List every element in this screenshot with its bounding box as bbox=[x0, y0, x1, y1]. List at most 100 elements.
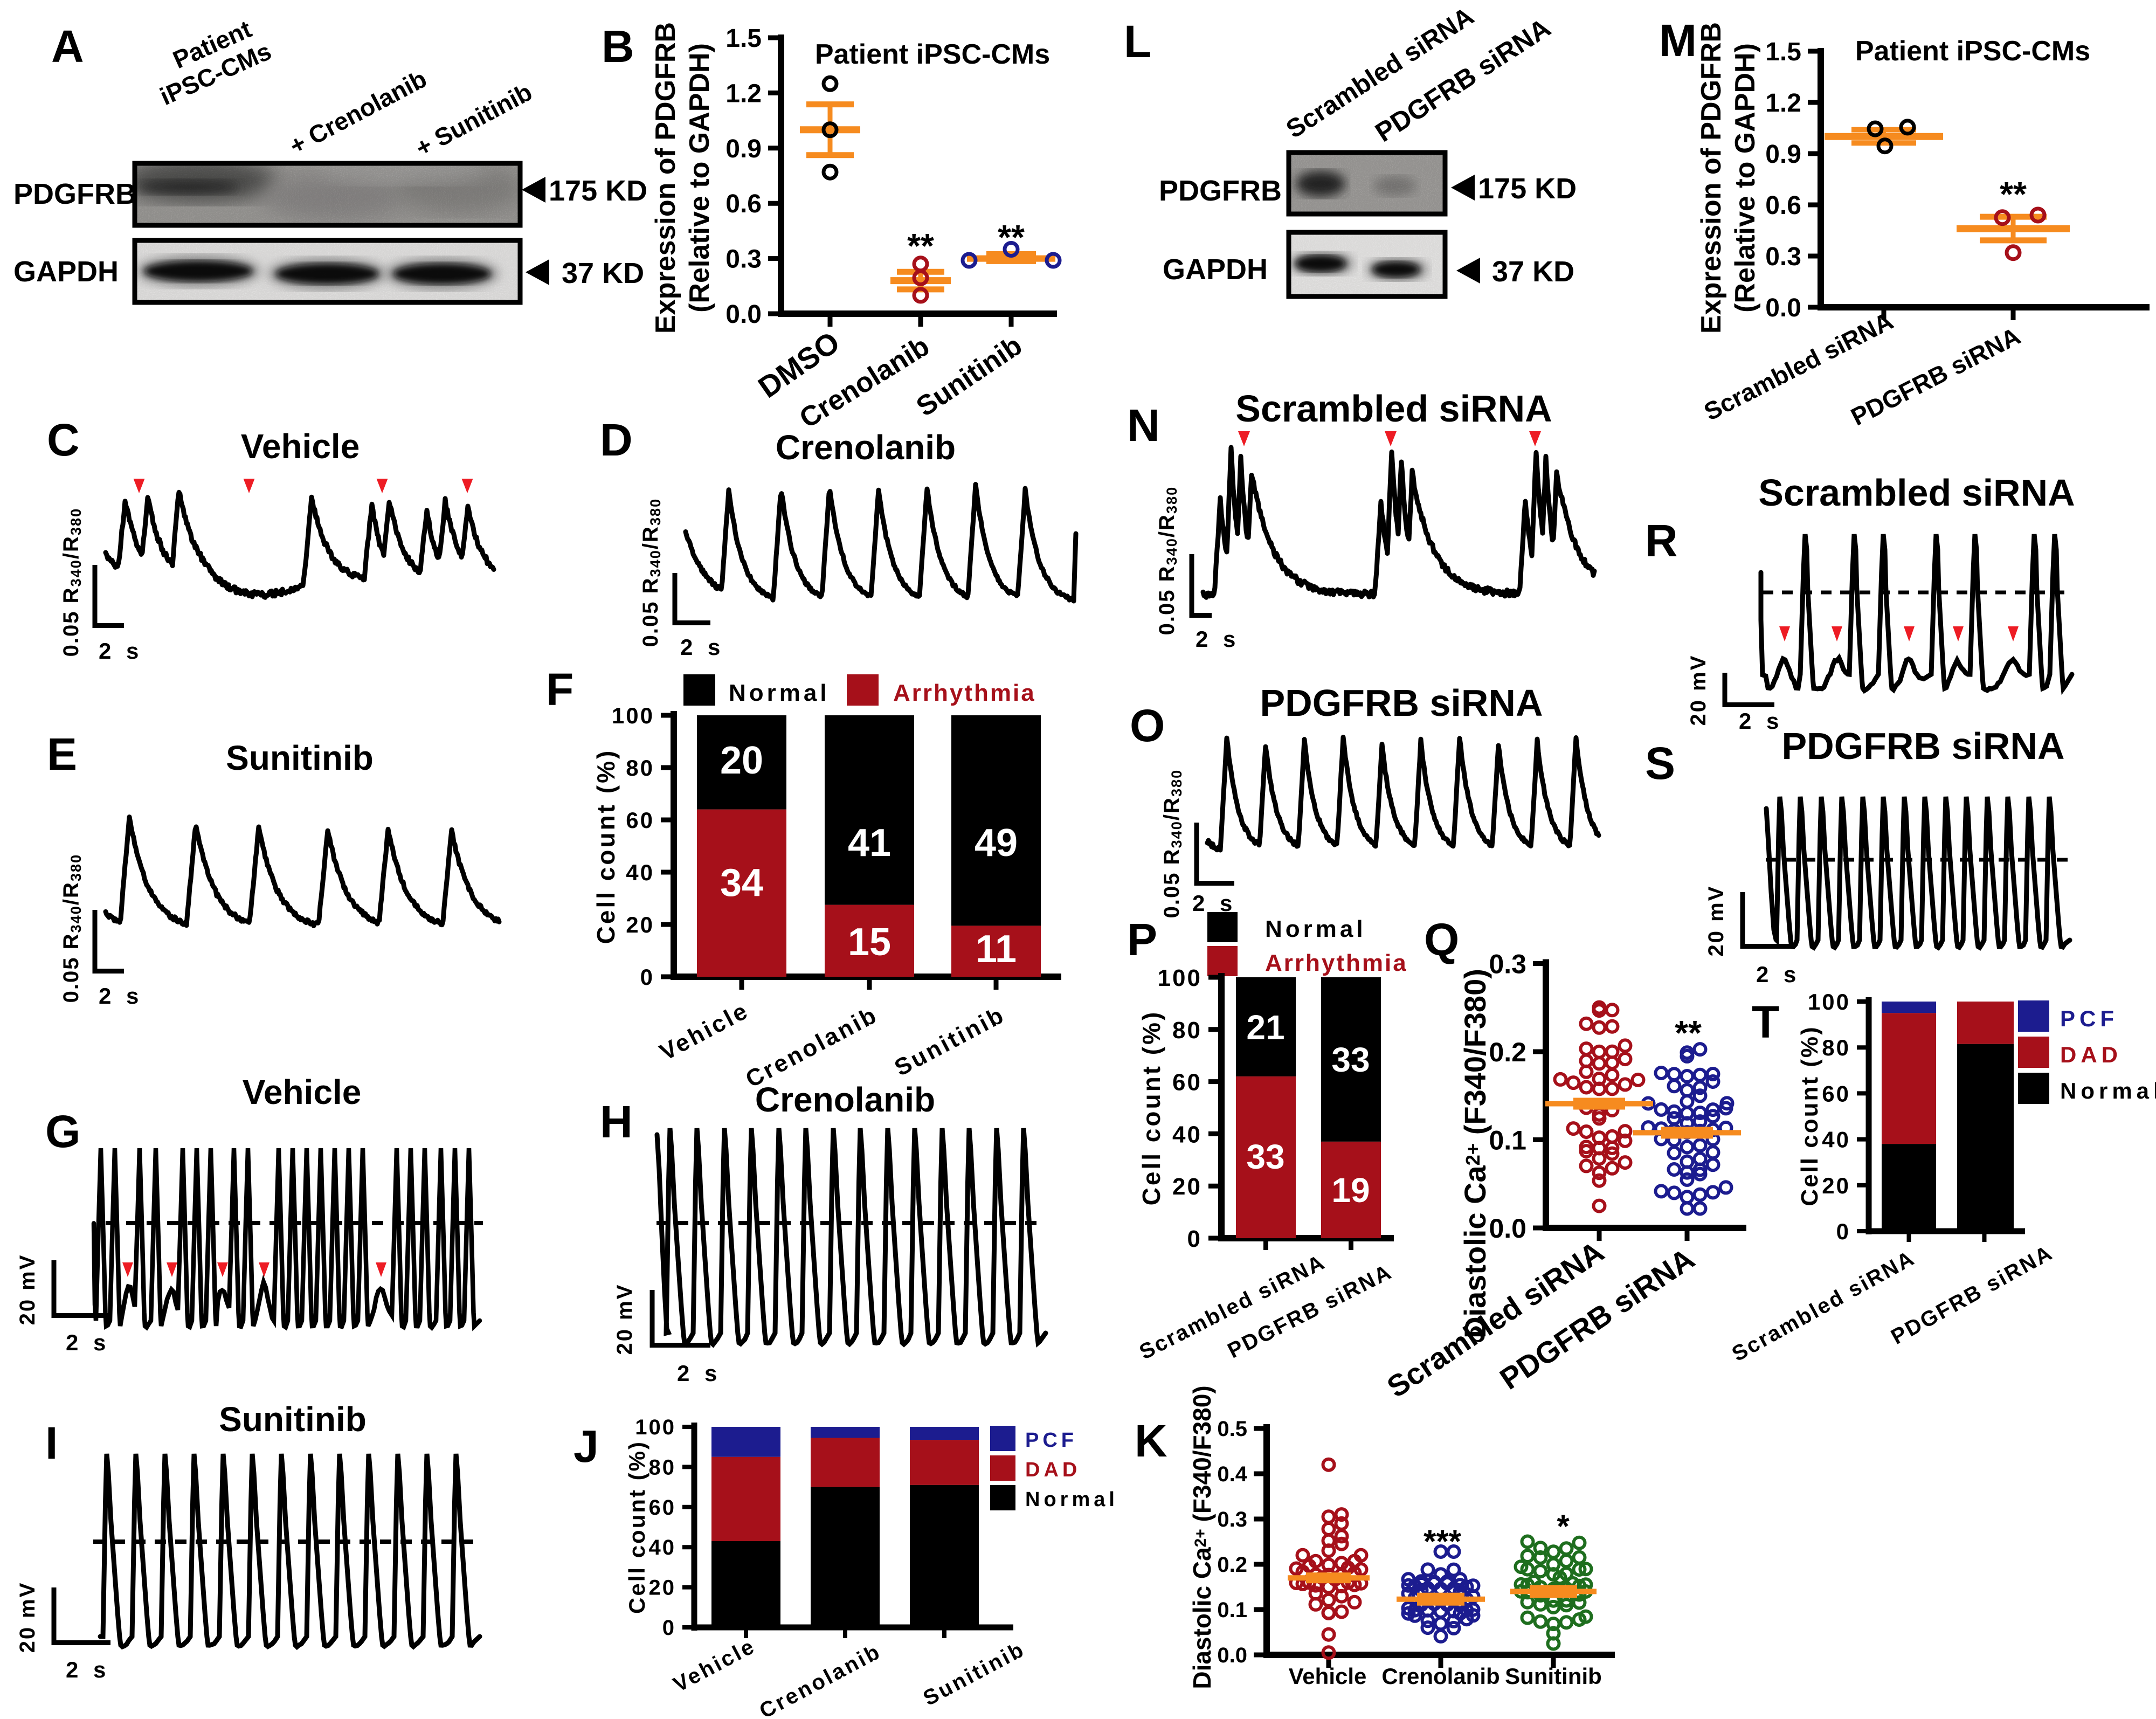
svg-text:Scrambled siRNA: Scrambled siRNA bbox=[1758, 472, 2075, 514]
svg-text:0.0: 0.0 bbox=[1217, 1644, 1247, 1667]
svg-text:Diastolic Ca2+ (F340/F380): Diastolic Ca2+ (F340/F380) bbox=[1188, 1385, 1216, 1689]
svg-text:0.6: 0.6 bbox=[725, 190, 762, 218]
svg-text:PDGFRB siRNA: PDGFRB siRNA bbox=[1260, 682, 1543, 724]
svg-text:Normal: Normal bbox=[2060, 1078, 2156, 1103]
svg-text:40: 40 bbox=[1822, 1127, 1850, 1152]
svg-text:Normal: Normal bbox=[1265, 916, 1366, 942]
svg-text:0.05 R340/R380: 0.05 R340/R380 bbox=[639, 498, 664, 647]
svg-text:Crenolanib: Crenolanib bbox=[776, 428, 956, 467]
svg-text:PDGFRB: PDGFRB bbox=[13, 178, 136, 210]
svg-text:1.2: 1.2 bbox=[1765, 89, 1801, 118]
svg-text:A: A bbox=[51, 21, 84, 72]
svg-text:33: 33 bbox=[1331, 1040, 1370, 1079]
svg-text:Crenolanib: Crenolanib bbox=[1381, 1663, 1499, 1689]
svg-text:20: 20 bbox=[1822, 1173, 1850, 1198]
svg-text:0.3: 0.3 bbox=[1765, 243, 1801, 271]
svg-text:2 s: 2 s bbox=[1756, 962, 1800, 987]
svg-text:P: P bbox=[1127, 914, 1157, 965]
svg-text:1.5: 1.5 bbox=[1765, 38, 1801, 66]
svg-text:Normal: Normal bbox=[729, 680, 830, 706]
svg-text:19: 19 bbox=[1331, 1171, 1370, 1210]
svg-text:100: 100 bbox=[1158, 965, 1202, 991]
svg-text:Cell count (%): Cell count (%) bbox=[1796, 1025, 1823, 1206]
svg-text:E: E bbox=[47, 729, 77, 779]
svg-text:I: I bbox=[45, 1418, 58, 1468]
svg-text:S: S bbox=[1645, 738, 1675, 789]
svg-text:80: 80 bbox=[649, 1455, 676, 1479]
svg-text:80: 80 bbox=[1822, 1035, 1850, 1060]
svg-text:80: 80 bbox=[1172, 1017, 1202, 1044]
svg-text:Arrhythmia: Arrhythmia bbox=[893, 680, 1036, 706]
svg-text:Cell count (%): Cell count (%) bbox=[624, 1440, 649, 1614]
svg-text:Q: Q bbox=[1424, 914, 1459, 965]
svg-text:G: G bbox=[45, 1106, 80, 1157]
svg-text:J: J bbox=[573, 1421, 599, 1472]
svg-text:37 KD: 37 KD bbox=[562, 257, 644, 289]
svg-text:PDGFRB: PDGFRB bbox=[1159, 175, 1282, 207]
svg-text:**: ** bbox=[2000, 175, 2027, 213]
svg-text:M: M bbox=[1659, 15, 1697, 66]
svg-text:60: 60 bbox=[1822, 1081, 1850, 1106]
svg-text:(Relative to GAPDH): (Relative to GAPDH) bbox=[1730, 43, 1761, 313]
svg-text:0.3: 0.3 bbox=[1489, 949, 1526, 979]
svg-text:Sunitinib: Sunitinib bbox=[1505, 1663, 1602, 1689]
svg-text:0: 0 bbox=[1187, 1226, 1202, 1252]
svg-text:20 mV: 20 mV bbox=[16, 1254, 39, 1326]
svg-text:0.4: 0.4 bbox=[1217, 1462, 1247, 1486]
svg-text:175 KD: 175 KD bbox=[1478, 172, 1577, 205]
svg-text:41: 41 bbox=[848, 821, 891, 865]
svg-text:20: 20 bbox=[1172, 1173, 1202, 1200]
svg-text:PCF: PCF bbox=[2060, 1006, 2118, 1031]
svg-text:100: 100 bbox=[635, 1416, 676, 1439]
svg-text:100: 100 bbox=[1808, 989, 1850, 1014]
svg-text:2 s: 2 s bbox=[1196, 626, 1240, 652]
svg-text:0.0: 0.0 bbox=[1489, 1213, 1526, 1244]
svg-text:0.2: 0.2 bbox=[1217, 1553, 1247, 1577]
svg-text:L: L bbox=[1124, 16, 1151, 67]
svg-text:100: 100 bbox=[612, 703, 654, 728]
svg-text:0.5: 0.5 bbox=[1217, 1417, 1247, 1441]
svg-text:60: 60 bbox=[1172, 1069, 1202, 1096]
svg-text:0.6: 0.6 bbox=[1765, 191, 1801, 220]
svg-text:2 s: 2 s bbox=[680, 634, 724, 660]
svg-text:34: 34 bbox=[720, 861, 763, 905]
svg-text:20 mV: 20 mV bbox=[1704, 885, 1728, 957]
svg-text:0.9: 0.9 bbox=[1765, 140, 1801, 169]
svg-text:Arrhythmia: Arrhythmia bbox=[1265, 950, 1408, 976]
svg-text:Sunitinib: Sunitinib bbox=[219, 1400, 367, 1439]
svg-text:40: 40 bbox=[1172, 1121, 1202, 1148]
svg-text:0.9: 0.9 bbox=[725, 135, 762, 163]
svg-text:Sunitinib: Sunitinib bbox=[226, 738, 374, 777]
svg-text:DAD: DAD bbox=[2060, 1042, 2122, 1067]
svg-text:60: 60 bbox=[626, 807, 654, 833]
svg-text:33: 33 bbox=[1246, 1137, 1284, 1176]
svg-text:20 mV: 20 mV bbox=[613, 1283, 637, 1355]
svg-text:Vehicle: Vehicle bbox=[243, 1073, 362, 1112]
svg-text:15: 15 bbox=[848, 921, 891, 964]
svg-text:Cell count (%): Cell count (%) bbox=[592, 749, 620, 944]
svg-text:*: * bbox=[1557, 1508, 1570, 1544]
svg-text:0.3: 0.3 bbox=[725, 245, 762, 274]
svg-text:21: 21 bbox=[1246, 1008, 1284, 1047]
svg-text:20: 20 bbox=[626, 912, 654, 937]
svg-text:20 mV: 20 mV bbox=[16, 1582, 39, 1653]
svg-text:175 KD: 175 KD bbox=[549, 175, 647, 207]
svg-text:0.1: 0.1 bbox=[1217, 1598, 1247, 1622]
svg-text:Vehicle: Vehicle bbox=[1289, 1663, 1367, 1689]
svg-text:F: F bbox=[546, 664, 573, 715]
svg-text:Patient iPSC-CMs: Patient iPSC-CMs bbox=[1855, 36, 2090, 67]
svg-text:Expression of PDGFRB: Expression of PDGFRB bbox=[650, 22, 681, 334]
svg-text:GAPDH: GAPDH bbox=[1163, 253, 1268, 286]
svg-text:C: C bbox=[47, 415, 80, 465]
svg-text:PCF: PCF bbox=[1025, 1429, 1077, 1452]
svg-text:2 s: 2 s bbox=[66, 1330, 110, 1355]
svg-text:Expression of PDGFRB: Expression of PDGFRB bbox=[1696, 22, 1727, 334]
svg-text:**: ** bbox=[998, 218, 1025, 257]
svg-text:2 s: 2 s bbox=[66, 1657, 110, 1682]
svg-text:**: ** bbox=[907, 226, 934, 265]
svg-text:2 s: 2 s bbox=[99, 638, 143, 664]
svg-text:O: O bbox=[1130, 700, 1165, 751]
svg-text:D: D bbox=[600, 415, 633, 465]
svg-text:2 s: 2 s bbox=[1192, 890, 1236, 916]
svg-text:0.05 R340/R380: 0.05 R340/R380 bbox=[59, 854, 84, 1003]
